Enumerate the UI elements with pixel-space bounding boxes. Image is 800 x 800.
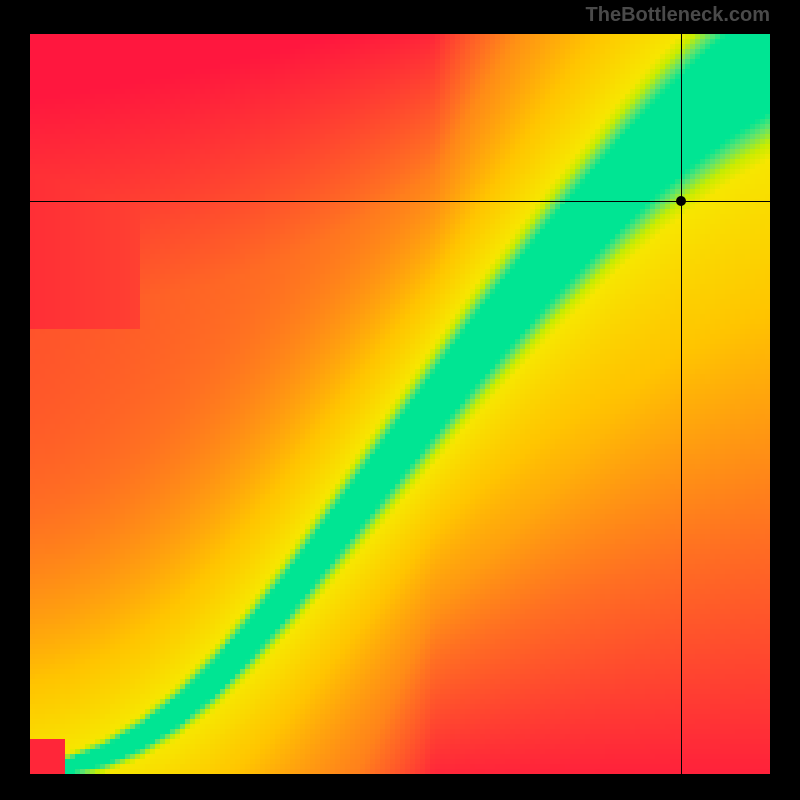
crosshair-marker bbox=[676, 196, 686, 206]
crosshair-horizontal bbox=[30, 201, 770, 202]
watermark-text: TheBottleneck.com bbox=[586, 4, 770, 27]
crosshair-vertical bbox=[681, 34, 682, 774]
heatmap-canvas bbox=[30, 34, 770, 774]
heatmap-plot bbox=[30, 34, 770, 774]
